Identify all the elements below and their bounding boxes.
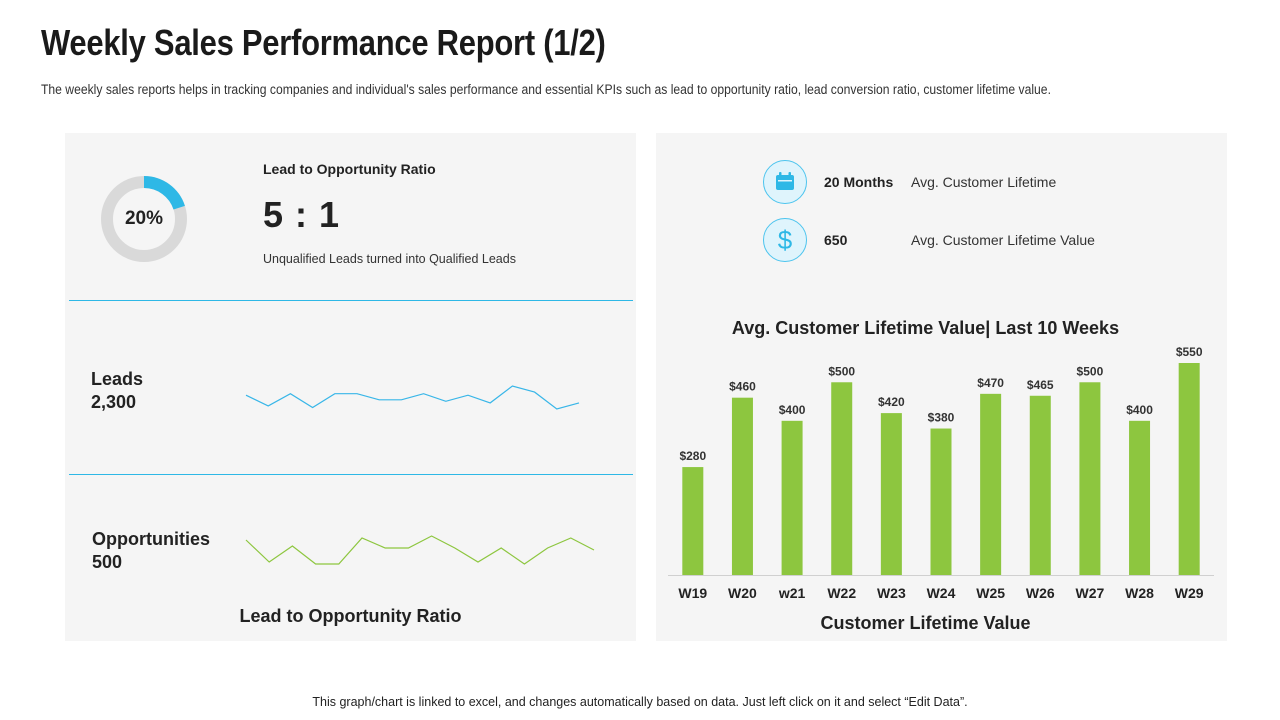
bar-w28 <box>1129 420 1151 575</box>
x-tick-label: W24 <box>927 585 956 601</box>
customer-lifetime-bar-chart: $280 W19 $460 W20 $400 w21 $500 W22 $420 W23 $380 W… <box>668 345 1214 601</box>
divider-top <box>69 300 633 301</box>
ratio-description: Unqualified Leads turned into Qualified … <box>263 252 516 266</box>
x-tick-label: W23 <box>877 585 906 601</box>
calendar-icon-badge <box>763 160 807 204</box>
bar-data-label: $500 <box>828 364 855 378</box>
bar-data-label: $400 <box>779 403 806 417</box>
donut-chart <box>101 176 187 262</box>
bar-w26 <box>1029 395 1051 575</box>
x-tick-label: W27 <box>1076 585 1105 601</box>
bar-data-label: $465 <box>1027 378 1054 392</box>
leads-sparkline <box>245 385 580 410</box>
left-panel-caption: Lead to Opportunity Ratio <box>239 606 462 626</box>
donut-percent-label: 20% <box>124 208 164 229</box>
x-tick-label: W25 <box>976 585 1005 601</box>
bar-w20 <box>731 397 753 575</box>
bar-w21 <box>781 420 803 575</box>
bar-w23 <box>880 413 902 575</box>
bar-data-label: $400 <box>1126 403 1153 417</box>
bar-data-label: $470 <box>977 376 1004 390</box>
opportunities-value: 500 <box>92 552 123 572</box>
bar-data-label: $280 <box>679 449 706 463</box>
avg-customer-lifetime-label: Avg. Customer Lifetime <box>911 174 1057 190</box>
page-subtitle: The weekly sales reports helps in tracki… <box>41 82 1051 97</box>
x-tick-label: w21 <box>778 585 806 601</box>
avg-customer-lifetime-value: 20 Months <box>824 174 894 190</box>
bar-w22 <box>831 382 853 575</box>
opportunities-series-line <box>245 535 595 565</box>
x-tick-label: W20 <box>728 585 757 601</box>
bar-data-label: $380 <box>928 411 955 425</box>
bar-w25 <box>980 393 1002 575</box>
leads-value: 2,300 <box>91 392 137 412</box>
bar-data-label: $550 <box>1176 345 1203 359</box>
bar-w19 <box>682 467 704 575</box>
bar-w24 <box>930 428 952 575</box>
lead-ratio-panel <box>65 133 636 641</box>
avg-lifetime-value-amount: 650 <box>824 232 848 248</box>
x-tick-label: W26 <box>1026 585 1055 601</box>
calendar-icon <box>775 171 794 190</box>
ratio-label: Lead to Opportunity Ratio <box>263 161 436 177</box>
footer-note: This graph/chart is linked to excel, and… <box>312 695 968 709</box>
x-tick-label: W28 <box>1125 585 1154 601</box>
bar-w27 <box>1079 382 1101 575</box>
x-tick-label: W29 <box>1175 585 1204 601</box>
bar-data-label: $420 <box>878 395 905 409</box>
ratio-value: 5 : 1 <box>263 194 341 235</box>
avg-lifetime-value-label: Avg. Customer Lifetime Value <box>911 232 1095 248</box>
x-tick-label: W19 <box>678 585 707 601</box>
leads-series-line <box>245 385 580 410</box>
right-panel-caption: Customer Lifetime Value <box>820 613 1031 633</box>
page-title: Weekly Sales Performance Report (1/2) <box>41 22 606 63</box>
bar-data-label: $500 <box>1077 364 1104 378</box>
bar-w29 <box>1178 363 1200 575</box>
x-tick-label: W22 <box>827 585 856 601</box>
opportunities-sparkline <box>245 535 595 565</box>
donut-arc <box>101 176 187 262</box>
leads-label: Leads <box>91 369 144 389</box>
divider-middle <box>69 474 633 475</box>
dollar-icon-badge: $ <box>763 218 807 262</box>
bar-chart-title: Avg. Customer Lifetime Value| Last 10 We… <box>731 318 1120 338</box>
svg-text:$: $ <box>777 225 792 255</box>
bar-data-label: $460 <box>729 380 756 394</box>
opportunities-label: Opportunities <box>92 529 210 549</box>
dollar-icon: $ <box>777 225 792 255</box>
